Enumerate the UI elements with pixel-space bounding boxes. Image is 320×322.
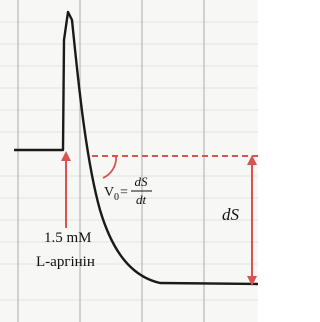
substance-label: L-аргінін xyxy=(36,254,95,270)
delta-label: dS xyxy=(222,205,240,224)
rate-subscript: 0 xyxy=(114,192,119,203)
concentration-label: 1.5 mM xyxy=(44,230,92,246)
rate-denominator: dt xyxy=(136,192,147,207)
recording: V 0 = dS dt dS 1.5 mM L-аргінін xyxy=(0,0,258,322)
rate-numerator: dS xyxy=(135,174,149,189)
rate-symbol: V xyxy=(104,185,114,200)
equals-sign: = xyxy=(120,185,128,200)
paper xyxy=(0,0,258,322)
